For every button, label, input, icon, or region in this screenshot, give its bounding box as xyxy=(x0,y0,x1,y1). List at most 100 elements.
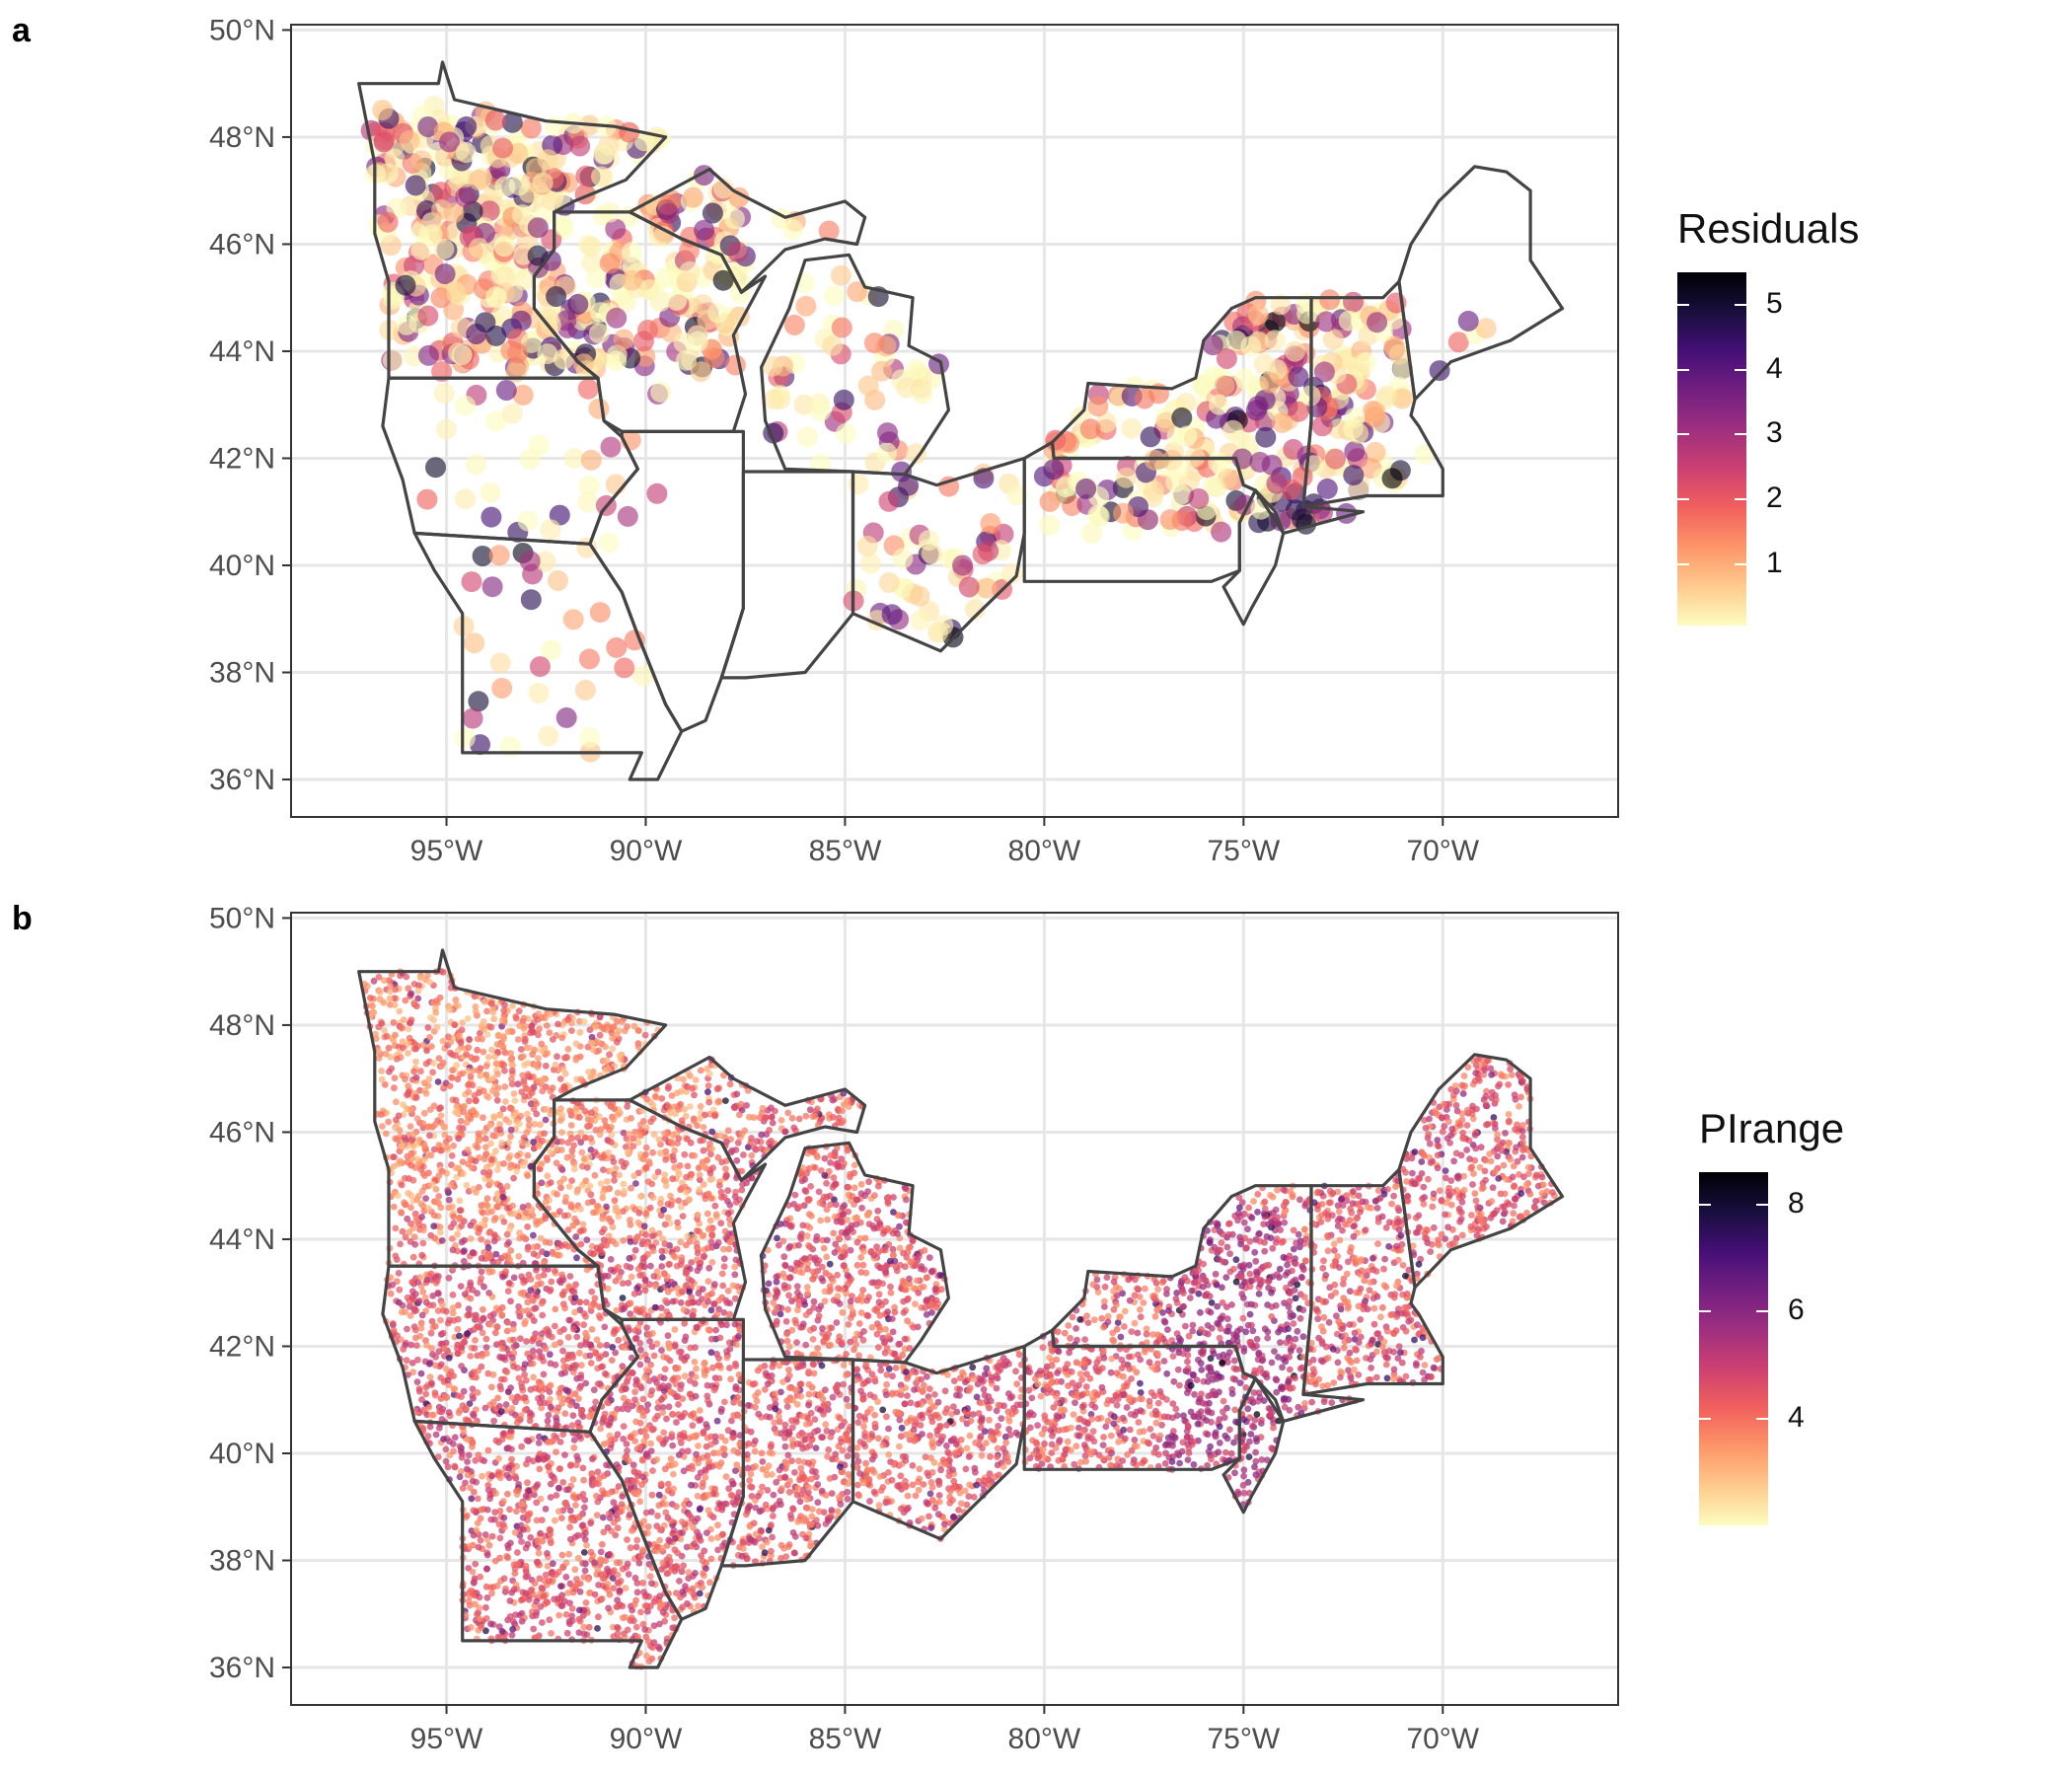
pirange-point-1158 xyxy=(708,1175,716,1183)
pirange-point-3324 xyxy=(795,1115,803,1123)
residual-point-697 xyxy=(909,585,930,607)
pirange-point-1056 xyxy=(696,1407,703,1414)
residual-point-550 xyxy=(489,652,511,674)
pirange-point-3633 xyxy=(539,1248,546,1255)
pirange-point-664 xyxy=(441,1131,449,1139)
pirange-point-3180 xyxy=(381,1027,388,1034)
pirange-point-594 xyxy=(777,1555,784,1562)
colorbar-tick-label-a-3: 4 xyxy=(1766,351,1783,385)
pirange-point-3138 xyxy=(650,1425,657,1433)
pirange-point-3155 xyxy=(591,1171,599,1179)
residual-point-304 xyxy=(541,229,562,251)
residual-point-1049 xyxy=(1381,468,1403,489)
residual-point-481 xyxy=(591,166,612,187)
pirange-point-2104 xyxy=(1189,1327,1197,1335)
pirange-point-1166 xyxy=(1442,1211,1448,1219)
pirange-point-1334 xyxy=(599,1189,607,1197)
residual-point-570 xyxy=(528,683,550,703)
pirange-point-3295 xyxy=(697,1067,704,1074)
pirange-point-2679 xyxy=(1296,1196,1303,1204)
residual-point-180 xyxy=(632,331,654,352)
pirange-point-3616 xyxy=(407,1016,415,1023)
pirange-point-1983 xyxy=(1176,1459,1183,1467)
pirange-point-2009 xyxy=(733,1341,740,1348)
pirange-point-3692 xyxy=(570,1493,577,1501)
pirange-point-2691 xyxy=(565,1316,573,1324)
residual-point-949 xyxy=(1265,311,1286,333)
pirange-point-1333 xyxy=(704,1082,712,1089)
pirange-point-2391 xyxy=(548,1278,555,1286)
pirange-point-2250 xyxy=(830,1229,838,1237)
pirange-point-2869 xyxy=(935,1440,942,1446)
pirange-point-3680 xyxy=(820,1410,827,1418)
pirange-point-3369 xyxy=(963,1444,971,1452)
pirange-point-229 xyxy=(633,1589,641,1596)
pirange-point-922 xyxy=(793,1283,801,1291)
residual-point-490 xyxy=(553,348,574,370)
pirange-point-3739 xyxy=(424,1024,432,1031)
pirange-point-1719 xyxy=(1281,1219,1289,1226)
pirange-point-1466 xyxy=(558,1129,565,1137)
pirange-point-2574 xyxy=(1245,1204,1252,1212)
pirange-point-1409 xyxy=(715,1305,722,1313)
residual-point-1023 xyxy=(1338,310,1360,332)
residual-point-450 xyxy=(545,115,566,137)
pirange-point-2464 xyxy=(472,1560,480,1568)
residual-point-1027 xyxy=(1319,289,1341,311)
pirange-point-1321 xyxy=(949,1403,957,1411)
pirange-point-2948 xyxy=(1113,1325,1121,1333)
residual-point-499 xyxy=(532,172,554,193)
y-tick-label-a-6: 48°N xyxy=(209,121,275,154)
residual-point-636 xyxy=(906,443,927,465)
pirange-point-1748 xyxy=(920,1481,927,1488)
pirange-point-1022 xyxy=(1015,1351,1023,1359)
pirange-point-3756 xyxy=(966,1432,974,1440)
pirange-point-1624 xyxy=(1114,1319,1122,1326)
pirange-point-1347 xyxy=(482,1144,489,1150)
pirange-point-2335 xyxy=(599,1514,607,1521)
pirange-point-491 xyxy=(611,1197,619,1205)
pirange-point-1742 xyxy=(704,1088,711,1096)
residual-point-903 xyxy=(1043,459,1065,481)
pirange-point-2560 xyxy=(786,1242,794,1250)
pirange-point-2198 xyxy=(796,1233,804,1240)
residual-point-219 xyxy=(434,263,456,285)
pirange-point-3496 xyxy=(520,1053,527,1061)
pirange-point-2983 xyxy=(694,1249,702,1257)
pirange-point-3637 xyxy=(443,1144,451,1151)
residual-point-696 xyxy=(964,599,986,621)
state-outline-a-9 xyxy=(1221,488,1286,627)
pirange-point-2828 xyxy=(1411,1148,1419,1155)
pirange-point-1299 xyxy=(472,1337,479,1344)
pirange-point-2812 xyxy=(838,1438,846,1445)
residual-point-319 xyxy=(501,111,523,133)
pirange-point-2847 xyxy=(1481,1167,1489,1175)
pirange-point-3475 xyxy=(1169,1400,1177,1407)
pirange-point-1611 xyxy=(674,1140,681,1147)
pirange-point-95 xyxy=(614,1189,622,1197)
pirange-point-403 xyxy=(465,1451,473,1459)
pirange-point-119 xyxy=(685,1569,693,1576)
residual-point-833 xyxy=(1081,522,1102,544)
pirange-point-1848 xyxy=(601,1410,609,1418)
pirange-point-53 xyxy=(1078,1376,1086,1383)
pirange-point-641 xyxy=(619,1295,627,1301)
residual-point-557 xyxy=(529,656,551,678)
pirange-point-949 xyxy=(879,1406,887,1414)
pirange-point-1622 xyxy=(450,1142,457,1149)
pirange-point-2277 xyxy=(1340,1344,1348,1352)
pirange-point-2481 xyxy=(1191,1390,1198,1398)
pirange-point-2549 xyxy=(703,1065,710,1073)
pirange-point-1876 xyxy=(518,1538,525,1545)
residual-point-377 xyxy=(552,215,573,236)
pirange-point-1548 xyxy=(847,1314,854,1322)
pirange-point-358 xyxy=(508,1080,516,1088)
pirange-point-2206 xyxy=(458,1453,466,1461)
pirange-point-235 xyxy=(1239,1314,1247,1322)
pirange-point-1139 xyxy=(405,1050,411,1057)
pirange-point-2969 xyxy=(529,1051,536,1059)
colorbar-tickmark-right-a-4 xyxy=(1735,303,1746,306)
pirange-point-738 xyxy=(1314,1315,1322,1323)
pirange-point-2882 xyxy=(1083,1312,1090,1320)
pirange-point-3597 xyxy=(822,1421,830,1429)
